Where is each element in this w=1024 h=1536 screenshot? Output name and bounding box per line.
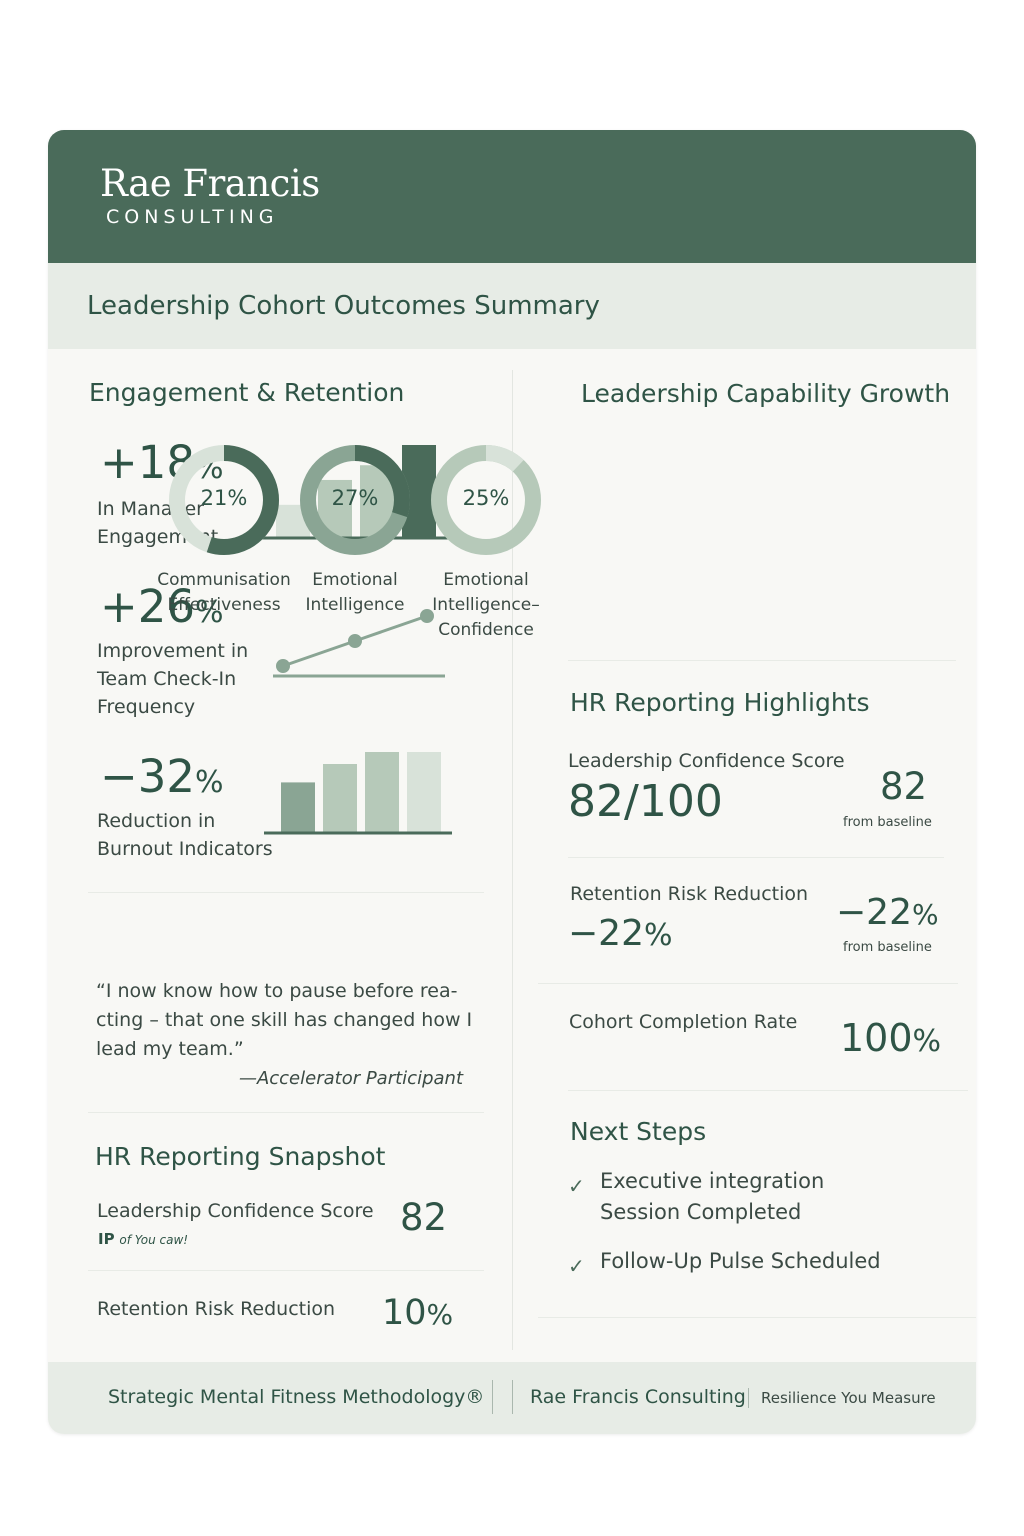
capability-heading: Leadership Capability Growth (581, 379, 951, 408)
report-card: Rae Francis CONSULTING Leadership Cohort… (48, 130, 976, 1434)
logo-name: Rae Francis (100, 162, 320, 205)
metric-checkin-label: Improvement in Team Check-In Frequency (97, 640, 249, 718)
testimonial-attribution: —Accelerator Participant (238, 1068, 463, 1089)
header: Rae Francis CONSULTING (48, 130, 976, 263)
donut-label: Emotional Intelligence (305, 570, 405, 615)
footer-separator (748, 1388, 749, 1408)
footer: Strategic Mental Fitness Methodology® Ra… (48, 1362, 976, 1434)
donut-value: 27% (331, 486, 379, 510)
donut-value: 25% (462, 486, 510, 510)
bar (407, 752, 441, 832)
testimonial-quote: “I now know how to pause before rea-ctin… (96, 980, 473, 1060)
snapshot-confidence-note: IP of You caw! (98, 1230, 189, 1248)
footer-company: Rae Francis Consulting (530, 1386, 746, 1408)
divider (538, 983, 958, 984)
data-point (420, 609, 434, 623)
burnout-bar-chart (264, 752, 452, 835)
footer-tagline: Resilience You Measure (761, 1389, 936, 1407)
highlight-confidence-side-value: 82 (880, 765, 928, 808)
bar (323, 764, 357, 832)
highlight-retention-label: Retention Risk Reduction (570, 883, 809, 905)
highlight-retention-value: −22% (568, 913, 673, 954)
checkin-line-chart (273, 609, 445, 678)
divider (88, 1112, 484, 1113)
bar (365, 752, 399, 832)
next-step-item: Executive integration Session Completed (600, 1169, 825, 1224)
snapshot-confidence-value: 82 (400, 1196, 448, 1239)
check-icon: ✓ (568, 1254, 585, 1278)
footer-separator (512, 1380, 513, 1414)
engagement-heading: Engagement & Retention (89, 378, 405, 407)
page-title: Leadership Cohort Outcomes Summary (87, 291, 600, 321)
highlights-heading: HR Reporting Highlights (570, 688, 870, 717)
donut-chart: 25% (428, 442, 544, 558)
highlight-retention-side-note: from baseline (843, 940, 932, 955)
divider (88, 1270, 484, 1271)
donut-label: Emotional Intelligence– Confidence (432, 570, 540, 640)
logo-subtitle: CONSULTING (106, 206, 279, 228)
divider (568, 1090, 968, 1091)
snapshot-retention-value: 10% (382, 1293, 454, 1333)
highlight-confidence-label: Leadership Confidence Score (568, 750, 845, 772)
donut-segment (169, 445, 279, 555)
donut-value: 21% (200, 486, 248, 510)
bar (281, 782, 315, 832)
donut-chart: 21% (166, 442, 282, 558)
footer-separator (492, 1380, 493, 1414)
snapshot-heading: HR Reporting Snapshot (95, 1142, 386, 1171)
column-divider (512, 370, 513, 1350)
highlight-completion-label: Cohort Completion Rate (569, 1011, 798, 1033)
check-icon: ✓ (568, 1174, 585, 1198)
data-point (348, 634, 362, 648)
divider (568, 660, 956, 661)
donut-label: Communisation Effectiveness (157, 570, 291, 615)
metric-burnout-label: Reduction in Burnout Indicators (97, 810, 273, 860)
divider (538, 1317, 976, 1318)
highlight-confidence-side-note: from baseline (843, 815, 932, 830)
metric-checkin-value: +26% (100, 580, 224, 633)
next-steps-heading: Next Steps (570, 1117, 707, 1146)
donut-chart: 27% (297, 442, 413, 558)
highlight-confidence-value: 82/100 (568, 776, 723, 827)
next-step-item: Follow-Up Pulse Scheduled (600, 1249, 881, 1273)
donut-segment (431, 445, 541, 555)
capability-donuts: 21% Communisation Effectiveness 27% Emotion… (157, 442, 956, 642)
metric-burnout-value: −32% (100, 750, 224, 803)
title-bar: Leadership Cohort Outcomes Summary (48, 263, 976, 349)
snapshot-retention-label: Retention Risk Reduction (97, 1298, 336, 1320)
data-point (276, 659, 290, 673)
highlight-completion-value: 100% (840, 1016, 942, 1060)
snapshot-confidence-label: Leadership Confidence Score (97, 1200, 374, 1222)
footer-methodology: Strategic Mental Fitness Methodology® (108, 1386, 485, 1408)
highlight-retention-side-value: −22% (836, 892, 939, 933)
donut-segment (300, 445, 410, 555)
divider (88, 892, 484, 893)
divider (568, 857, 944, 858)
